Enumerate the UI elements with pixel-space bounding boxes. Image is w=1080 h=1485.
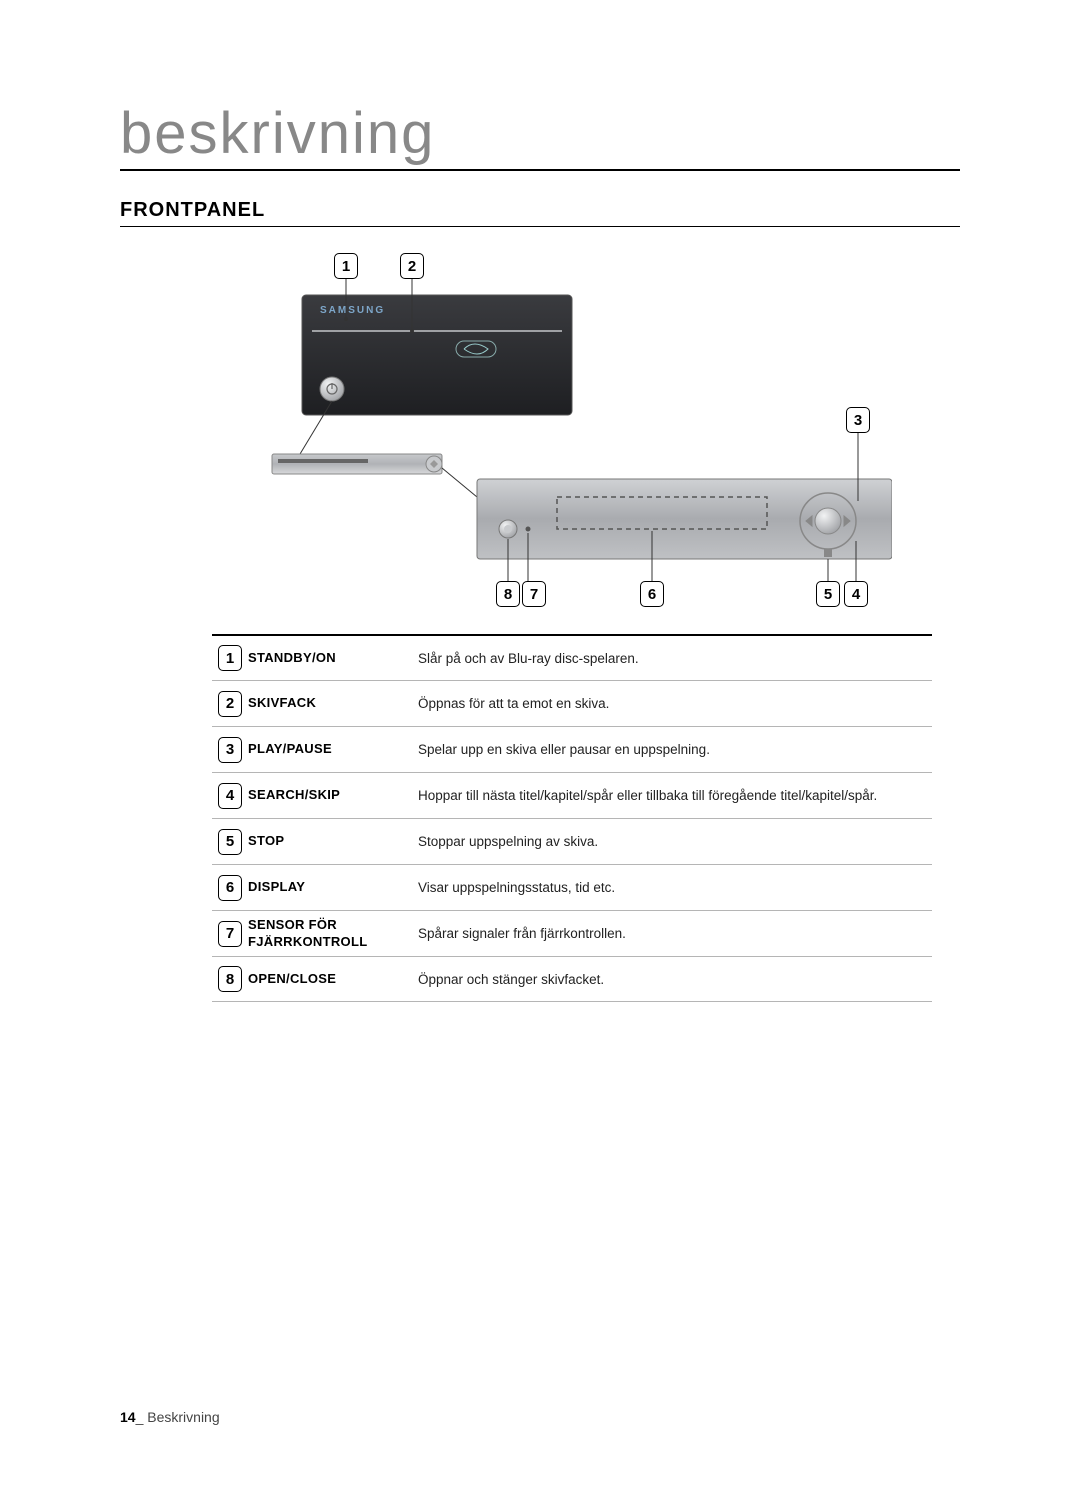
row-description: Visar uppspelningsstatus, tid etc.: [418, 880, 932, 895]
table-row: 1 STANDBY/ONSlår på och av Blu-ray disc-s…: [212, 634, 932, 680]
row-label: STANDBY/ON: [248, 650, 418, 666]
table-row: 8 OPEN/CLOSEÖppnar och stänger skivfacket…: [212, 956, 932, 1002]
page-number: 14: [120, 1409, 136, 1425]
row-label: SENSOR FÖR FJÄRRKONTROLL: [248, 917, 418, 950]
table-row: 7SENSOR FÖR FJÄRRKONTROLLSpårar signaler…: [212, 910, 932, 956]
row-callout: 5: [218, 829, 242, 855]
callout-5: 5: [816, 581, 840, 607]
row-description: Spårar signaler från fjärrkontrollen.: [418, 926, 932, 941]
brand-text: SAMSUNG: [320, 305, 385, 316]
table-row: 5 STOPStoppar uppspelning av skiva.: [212, 818, 932, 864]
device-illustration: SAMSUNG: [212, 249, 892, 599]
callout-7: 7: [522, 581, 546, 607]
table-row: 4 SEARCH/SKIPHoppar till nästa titel/kapi…: [212, 772, 932, 818]
row-description: Öppnas för att ta emot en skiva.: [418, 696, 932, 711]
row-description: Spelar upp en skiva eller pausar en upps…: [418, 742, 932, 757]
callout-3: 3: [846, 407, 870, 433]
row-callout: 6: [218, 875, 242, 901]
row-description: Slår på och av Blu-ray disc-spelaren.: [418, 651, 932, 666]
row-description: Stoppar uppspelning av skiva.: [418, 834, 932, 849]
row-callout: 3: [218, 737, 242, 763]
row-label: OPEN/CLOSE: [248, 971, 418, 987]
footer-text: Beskrivning: [143, 1409, 219, 1425]
row-label: STOP: [248, 833, 418, 849]
callout-4: 4: [844, 581, 868, 607]
row-description: Öppnar och stänger skivfacket.: [418, 972, 932, 987]
front-panel-diagram: SAMSUNG: [212, 249, 892, 604]
row-callout: 1: [218, 645, 242, 671]
row-callout: 2: [218, 691, 242, 717]
table-row: 6 DISPLAYVisar uppspelningsstatus, tid et…: [212, 864, 932, 910]
callout-1: 1: [334, 253, 358, 279]
row-callout: 8: [218, 966, 242, 992]
row-label: PLAY/PAUSE: [248, 741, 418, 757]
table-row: 2 SKIVFACKÖppnas för att ta emot en skiva…: [212, 680, 932, 726]
callout-8: 8: [496, 581, 520, 607]
legend-table: 1 STANDBY/ONSlår på och av Blu-ray disc-s…: [212, 634, 932, 1002]
row-callout: 7: [218, 921, 242, 947]
callout-2: 2: [400, 253, 424, 279]
row-callout: 4: [218, 783, 242, 809]
page-footer: 14_ Beskrivning: [120, 1409, 220, 1425]
table-row: 3 PLAY/PAUSESpelar upp en skiva eller pau…: [212, 726, 932, 772]
row-label: DISPLAY: [248, 879, 418, 895]
section-heading: FRONTPANEL: [120, 199, 960, 227]
page-title: beskrivning: [120, 100, 960, 171]
row-label: SKIVFACK: [248, 695, 418, 711]
row-description: Hoppar till nästa titel/kapitel/spår ell…: [418, 788, 932, 803]
row-label: SEARCH/SKIP: [248, 787, 418, 803]
callout-6: 6: [640, 581, 664, 607]
